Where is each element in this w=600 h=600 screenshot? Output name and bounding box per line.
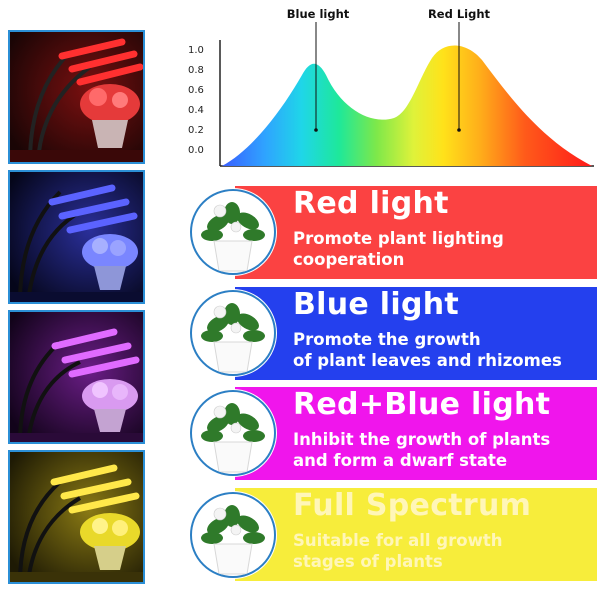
panel-desc-line: Suitable for all growth bbox=[293, 531, 503, 550]
panel-desc-line: Inhibit the growth of plants bbox=[293, 430, 551, 449]
panel-desc-line: Promote the growth bbox=[293, 330, 481, 349]
thumbnail-red-light bbox=[8, 30, 145, 164]
blue-peak-label: Blue light bbox=[287, 7, 350, 21]
panel-desc-line: cooperation bbox=[293, 250, 405, 269]
panel-description: Suitable for all growth stages of plants bbox=[293, 530, 502, 572]
panel-desc-line: of plant leaves and rhizomes bbox=[293, 351, 562, 370]
thumbnail-purple-light bbox=[8, 310, 145, 444]
y-tick-label: 0.8 bbox=[188, 65, 204, 76]
panel-blue-light: Blue light Promote the growth of plant l… bbox=[235, 287, 597, 380]
thumbnail-blue-light bbox=[8, 170, 145, 304]
y-tick-label: 0.6 bbox=[188, 85, 204, 96]
y-tick-label: 0.0 bbox=[188, 145, 204, 156]
y-tick-label: 0.4 bbox=[188, 105, 204, 116]
red-peak-dot bbox=[457, 128, 461, 132]
panel-red-light: Red light Promote plant lighting coopera… bbox=[235, 186, 597, 279]
panel-title: Red+Blue light bbox=[293, 387, 551, 422]
panel-full-spectrum: Full Spectrum Suitable for all growth st… bbox=[235, 488, 597, 581]
panel-description: Promote the growth of plant leaves and r… bbox=[293, 329, 562, 371]
red-peak-label: Red Light bbox=[428, 7, 491, 21]
plant-pot-image bbox=[190, 189, 276, 275]
spectrum-curve bbox=[222, 45, 592, 166]
plant-pot-image bbox=[190, 290, 276, 376]
panel-desc-line: stages of plants bbox=[293, 552, 443, 571]
y-tick-label: 1.0 bbox=[188, 45, 204, 56]
panel-title: Blue light bbox=[293, 287, 460, 322]
panel-desc-line: and form a dwarf state bbox=[293, 451, 508, 470]
panel-title: Full Spectrum bbox=[293, 488, 532, 523]
panel-title: Red light bbox=[293, 186, 449, 221]
plant-pot-image bbox=[190, 390, 276, 476]
y-tick-label: 0.2 bbox=[188, 125, 204, 136]
blue-peak-dot bbox=[314, 128, 318, 132]
thumbnail-full-spectrum bbox=[8, 450, 145, 584]
panel-red-blue-light: Red+Blue light Inhibit the growth of pla… bbox=[235, 387, 597, 480]
spectrum-chart: 1.0 0.8 0.6 0.4 0.2 0.0 Blue light Red L… bbox=[188, 7, 594, 167]
plant-pot-image bbox=[190, 492, 276, 578]
panel-desc-line: Promote plant lighting bbox=[293, 229, 504, 248]
panel-description: Inhibit the growth of plants and form a … bbox=[293, 429, 550, 471]
panel-description: Promote plant lighting cooperation bbox=[293, 228, 504, 270]
